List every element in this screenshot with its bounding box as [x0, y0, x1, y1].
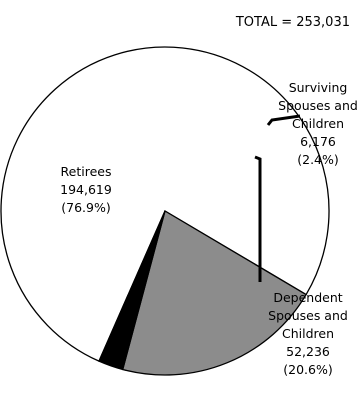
dependent-slice	[121, 210, 308, 376]
label-surviving-line: (2.4%)	[297, 152, 339, 167]
surviving-leader-line	[266, 114, 301, 126]
total-label: TOTAL = 253,031	[235, 15, 350, 30]
label-retirees-line: 194,619	[60, 182, 112, 197]
label-surviving-line: Surviving	[289, 80, 348, 95]
dependent-label: Dependent Spouses and Children 52,236 (20.6%…	[268, 290, 348, 377]
label-retirees-line: Retirees	[61, 164, 112, 179]
surviving-label: Surviving Spouses and Children 6,176 (2.4%)	[278, 80, 358, 167]
label-dependent-line: Dependent	[273, 290, 342, 305]
label-dependent-line: (20.6%)	[283, 362, 332, 377]
label-surviving-line: Children	[292, 116, 344, 131]
surviving-slice	[98, 210, 166, 371]
label-dependent-line: Children	[282, 326, 334, 341]
retirees-slice	[0, 46, 330, 362]
label-surviving-line: Spouses and	[278, 98, 358, 113]
label-surviving-line: 6,176	[300, 134, 336, 149]
retirees-label: Retirees 194,619 (76.9%)	[60, 164, 112, 215]
label-dependent-line: 52,236	[286, 344, 330, 359]
label-retirees-line: (76.9%)	[61, 200, 110, 215]
dependent-leader-line	[254, 155, 262, 282]
pie-slices	[0, 46, 330, 376]
label-dependent-line: Spouses and	[268, 308, 348, 323]
